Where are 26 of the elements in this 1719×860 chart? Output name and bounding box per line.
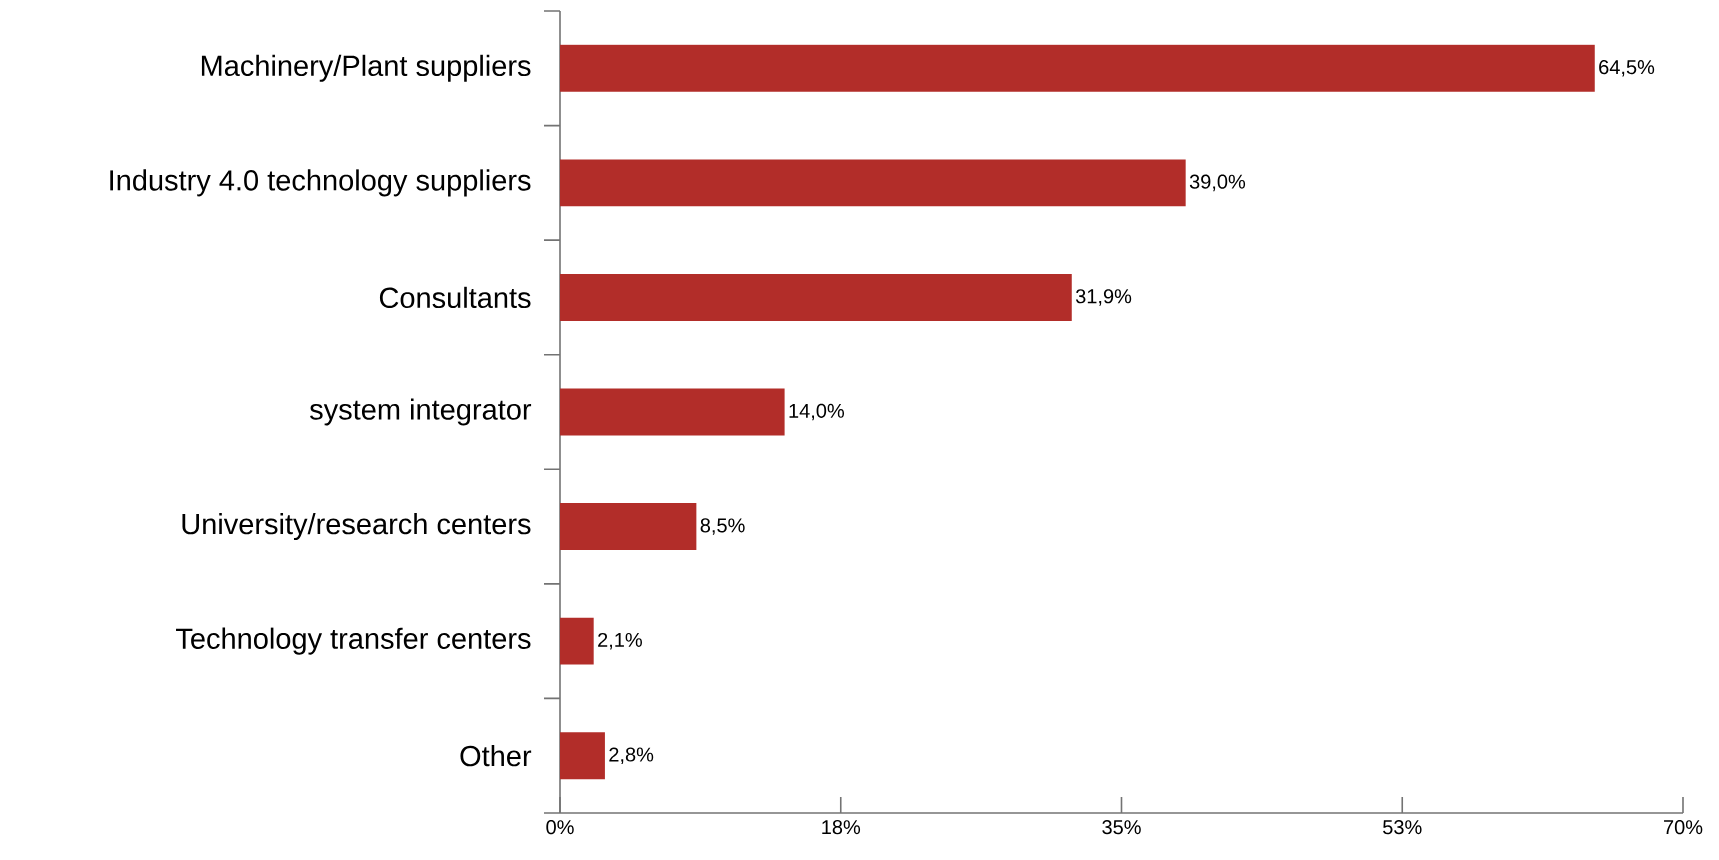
bar [560, 273, 1072, 321]
y-tick-label: system integrator [310, 398, 532, 426]
y-tick-label: Industry 4.0 technology suppliers [110, 169, 531, 197]
bar [560, 503, 697, 551]
data-label: 2,1% [598, 632, 642, 650]
x-tick-label: 70% [1664, 820, 1703, 835]
x-tick-label: 35% [1102, 820, 1141, 835]
y-tick-label: University/research centers [182, 513, 531, 541]
data-label: 2,8% [609, 747, 654, 764]
y-tick-label: Consultants [379, 286, 531, 309]
bar [560, 44, 1595, 92]
bar [560, 388, 785, 436]
data-label: 31,9% [1075, 289, 1132, 306]
y-tick-label: Machinery/Plant suppliers [201, 54, 531, 82]
y-tick-label: Technology transfer centers [176, 627, 531, 655]
y-tick-label: Other [460, 745, 532, 767]
data-label: 8,5% [700, 518, 745, 535]
data-label: 39,0% [1189, 174, 1246, 192]
x-tick-label: 0% [546, 820, 574, 835]
x-tick-label: 18% [822, 820, 861, 835]
bar [560, 732, 605, 780]
x-tick-label: 53% [1383, 820, 1422, 835]
data-label: 14,0% [789, 403, 845, 421]
data-label: 64,5% [1599, 60, 1655, 77]
bar [560, 617, 594, 665]
bar [560, 159, 1186, 207]
